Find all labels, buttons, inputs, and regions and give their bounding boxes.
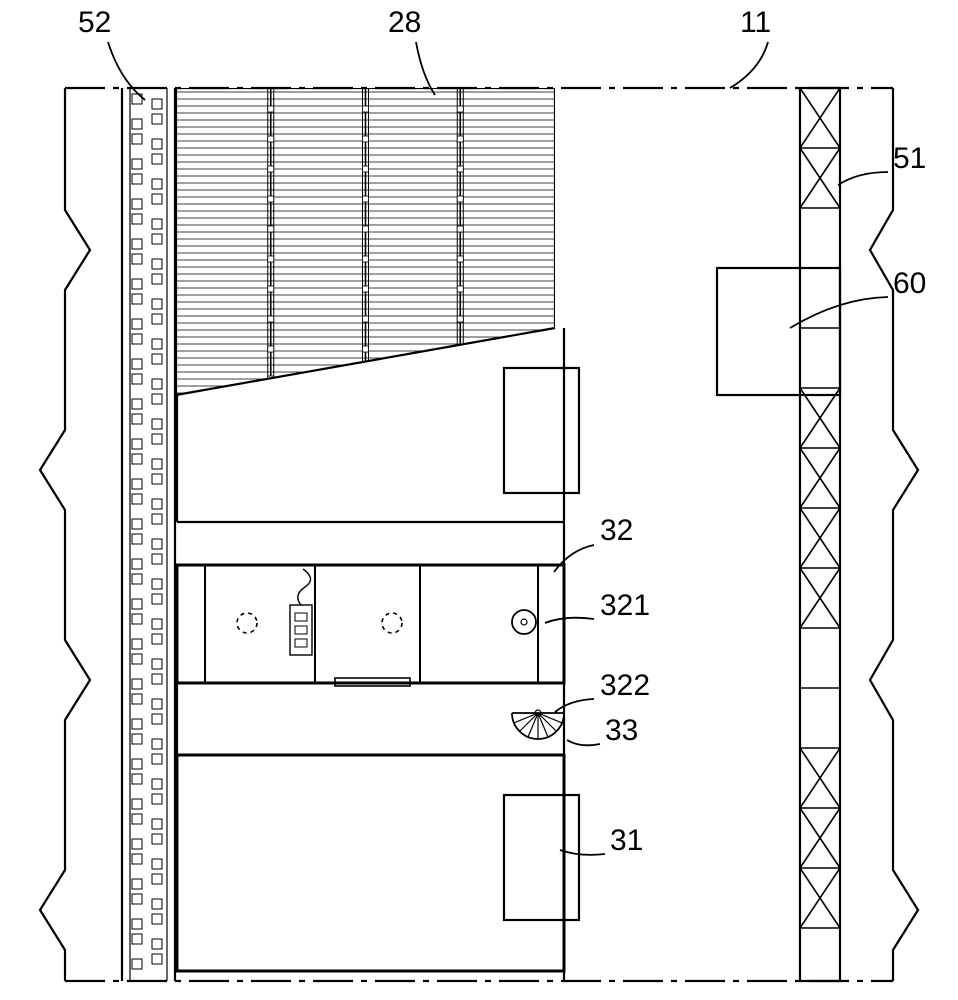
label-33: 33	[605, 714, 638, 747]
dashed-port	[237, 613, 257, 633]
label-60: 60	[893, 267, 926, 300]
col51	[800, 88, 840, 981]
label-51: 51	[893, 142, 926, 175]
block-31	[177, 755, 564, 971]
label-32: 32	[600, 514, 633, 547]
label-52: 52	[78, 6, 111, 39]
block-upper-slot	[504, 368, 579, 493]
panel-28	[176, 88, 555, 488]
leader-32	[554, 545, 594, 572]
label-11: 11	[740, 6, 771, 39]
leader-33	[567, 740, 600, 745]
leader-51	[838, 172, 888, 185]
port-321	[512, 610, 536, 634]
boundary-right	[870, 88, 918, 981]
dashed-port	[382, 613, 402, 633]
label-322: 322	[600, 669, 650, 702]
block-32	[177, 565, 564, 683]
leader-321	[545, 618, 594, 623]
label-321: 321	[600, 589, 650, 622]
technical-diagram: 52 28 11 51 60 32 321 322 33 31	[0, 0, 958, 1000]
leader-322	[555, 699, 594, 712]
label-31: 31	[610, 824, 643, 857]
block-31-slot	[504, 795, 579, 920]
rect-60	[717, 268, 840, 395]
leader-52	[108, 42, 145, 100]
leader-31	[560, 850, 605, 855]
label-28: 28	[388, 6, 421, 39]
col52-pattern	[132, 94, 162, 969]
leader-11	[730, 42, 768, 88]
boundary-left	[40, 88, 90, 981]
